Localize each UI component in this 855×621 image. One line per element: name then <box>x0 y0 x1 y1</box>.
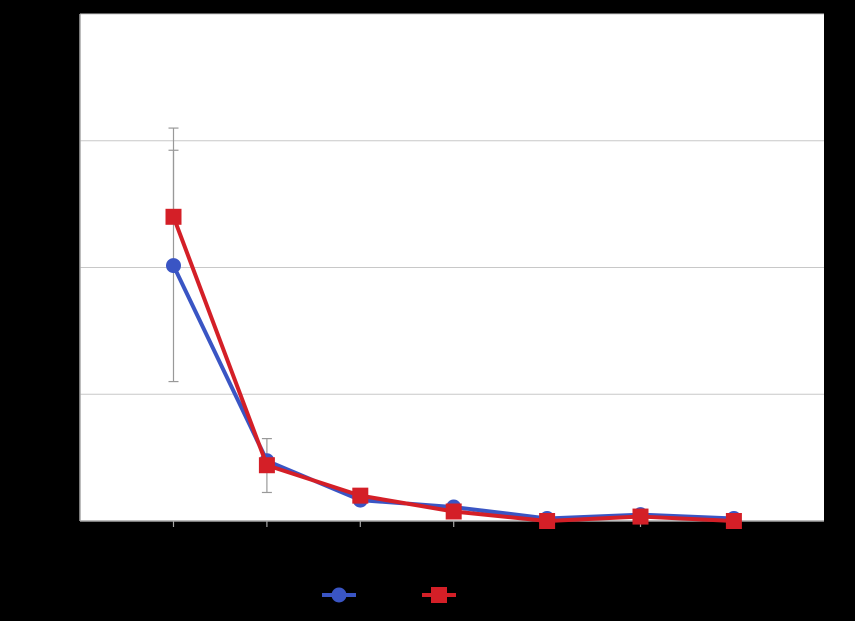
data-point-female <box>352 487 369 504</box>
gridlines <box>80 13 824 395</box>
y-tick-label: 0 <box>51 512 62 533</box>
data-point-female <box>258 457 275 474</box>
x-tick-label: 13-14 <box>336 541 385 562</box>
data-point-female <box>445 503 462 520</box>
x-tick-label: 19 <box>537 541 558 562</box>
data-point-female <box>539 513 556 529</box>
x-tick-label: 21 <box>630 541 651 562</box>
legend: Male Female <box>322 584 530 607</box>
y-tick-label: 6 <box>51 132 62 153</box>
y-tick-label: 8 <box>51 5 62 26</box>
y-tick-label: 2 <box>51 385 62 406</box>
x-tick-label: 9-10 <box>154 541 192 562</box>
x-tick-label: 24-26 <box>710 541 759 562</box>
y-axis-title: Percent <box>14 232 37 305</box>
x-tick-label: 15-16 <box>429 541 478 562</box>
data-point-female <box>632 508 649 525</box>
legend-marker-male <box>331 587 347 603</box>
x-tick-label: 11-12 <box>243 541 290 562</box>
data-point-female <box>165 208 182 225</box>
data-point-male <box>166 258 181 274</box>
data-point-female <box>725 513 742 529</box>
axis-labels: 0 2 4 6 8 9-10 11-12 13-14 15-16 19 21 24-26 <box>51 5 758 562</box>
y-tick-label: 4 <box>51 259 62 280</box>
data-series <box>165 208 742 529</box>
legend-marker-female <box>431 587 447 603</box>
legend-label-female: Female <box>460 584 530 607</box>
legend-label-male: Male <box>360 584 406 607</box>
